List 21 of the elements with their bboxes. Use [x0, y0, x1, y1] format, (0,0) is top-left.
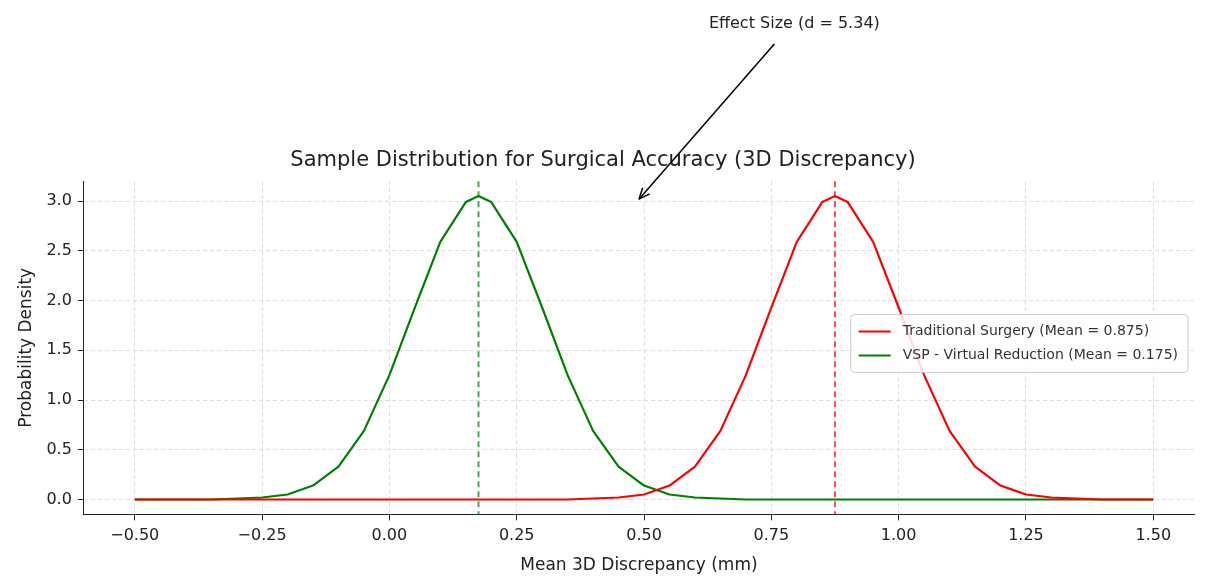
y-tick-label: 3.0 — [46, 190, 72, 210]
y-tick-label: 2.0 — [46, 289, 72, 309]
x-tick-label: 0.25 — [498, 525, 535, 545]
x-tick-label: 0.00 — [371, 525, 408, 545]
legend-label: VSP - Virtual Reduction (Mean = 0.175) — [902, 346, 1179, 363]
y-tick-label: 1.0 — [46, 389, 72, 409]
x-tick-label: 0.75 — [753, 525, 790, 545]
x-tick-label: 0.50 — [626, 525, 662, 545]
y-tick-label: 0.0 — [46, 488, 72, 508]
x-tick-label: −0.50 — [110, 525, 160, 545]
legend-label: Traditional Surgery (Mean = 0.875) — [901, 322, 1150, 339]
x-tick-label: 1.25 — [1008, 525, 1044, 545]
y-axis-title: Probability Density — [14, 267, 35, 428]
x-axis-title: Mean 3D Discrepancy (mm) — [520, 554, 758, 575]
x-tick-label: 1.00 — [880, 525, 917, 545]
x-tick-label: 1.50 — [1135, 525, 1172, 545]
y-tick-label: 0.5 — [46, 438, 72, 458]
y-tick-label: 2.5 — [46, 239, 72, 259]
y-tick-label: 1.5 — [46, 339, 72, 359]
text: Effect Size (d = 5.34) — [708, 13, 880, 33]
x-tick-label: −0.25 — [237, 525, 287, 545]
